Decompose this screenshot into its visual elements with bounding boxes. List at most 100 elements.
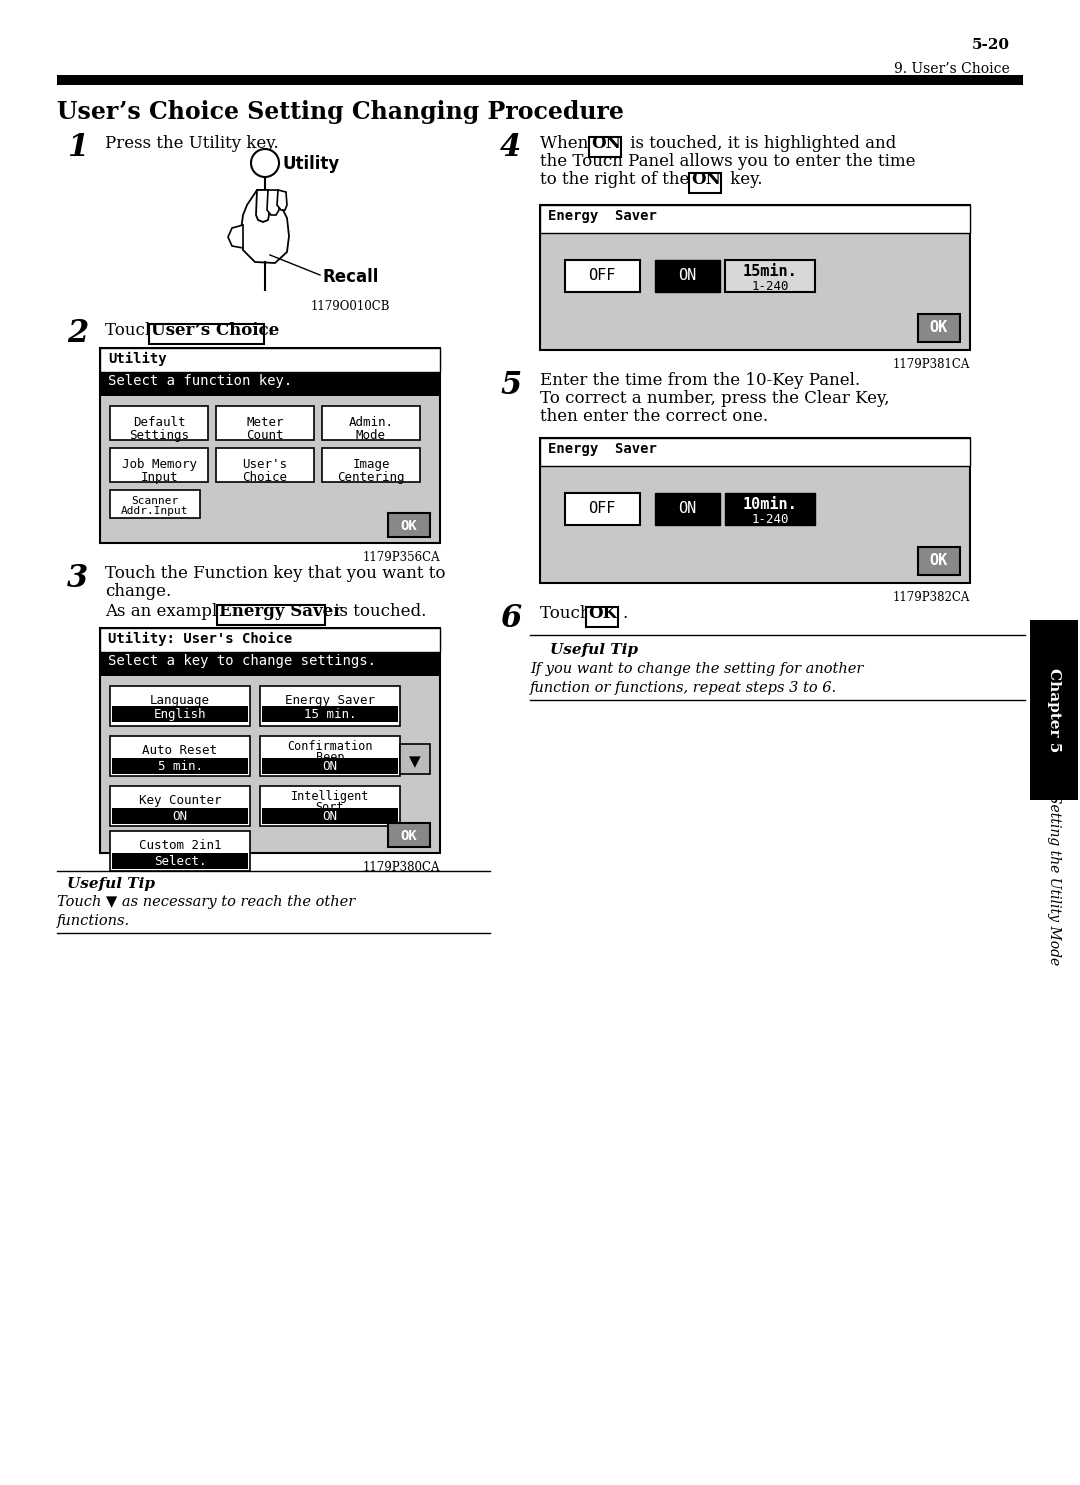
Text: User’s Choice Setting Changing Procedure: User’s Choice Setting Changing Procedure <box>57 99 624 125</box>
Text: Utility: Utility <box>283 154 340 172</box>
Circle shape <box>251 148 279 177</box>
Text: Mode: Mode <box>356 429 386 443</box>
Text: Useful Tip: Useful Tip <box>550 643 638 656</box>
Polygon shape <box>228 226 243 248</box>
Text: Confirmation: Confirmation <box>287 740 373 753</box>
Text: Setting the Utility Mode: Setting the Utility Mode <box>1047 794 1061 965</box>
Text: to the right of the: to the right of the <box>540 171 694 189</box>
Bar <box>589 137 621 157</box>
Text: then enter the correct one.: then enter the correct one. <box>540 408 768 425</box>
Bar <box>1030 621 1078 800</box>
Text: 4: 4 <box>500 132 522 163</box>
Text: Addr.Input: Addr.Input <box>121 506 189 515</box>
Bar <box>388 512 430 538</box>
Bar <box>100 628 440 852</box>
Text: ON: ON <box>591 135 621 151</box>
Text: 3: 3 <box>67 563 89 594</box>
Bar <box>110 786 249 826</box>
Polygon shape <box>241 190 289 263</box>
Bar <box>100 347 440 544</box>
Text: Touch: Touch <box>105 322 161 339</box>
Text: Input: Input <box>140 471 178 484</box>
Text: Scanner: Scanner <box>132 496 178 506</box>
Bar <box>540 205 970 350</box>
Bar <box>689 172 721 193</box>
Bar <box>918 546 960 575</box>
Bar <box>112 705 248 722</box>
Text: Press the Utility key.: Press the Utility key. <box>105 135 279 151</box>
Bar <box>260 686 400 726</box>
Text: 1-240: 1-240 <box>752 512 788 526</box>
Text: ON: ON <box>323 760 337 774</box>
Text: Beep: Beep <box>315 751 345 763</box>
Polygon shape <box>267 190 279 215</box>
Text: 1: 1 <box>67 132 89 163</box>
Text: Count: Count <box>246 429 284 443</box>
Bar <box>725 260 815 293</box>
Text: OK: OK <box>588 604 617 622</box>
Text: ON: ON <box>678 500 697 515</box>
Text: change.: change. <box>105 584 172 600</box>
Text: 1179P382CA: 1179P382CA <box>893 591 970 604</box>
Text: Admin.: Admin. <box>349 416 393 429</box>
Bar <box>540 438 970 584</box>
Text: Utility: User's Choice: Utility: User's Choice <box>108 633 293 646</box>
Text: key.: key. <box>725 171 762 189</box>
Text: 1179P356CA: 1179P356CA <box>363 551 440 564</box>
Text: Touch: Touch <box>540 604 596 622</box>
Bar <box>322 405 420 440</box>
Bar <box>918 313 960 342</box>
Text: Centering: Centering <box>337 471 405 484</box>
Text: 5: 5 <box>500 370 522 401</box>
Bar <box>262 757 399 774</box>
Text: English: English <box>153 708 206 722</box>
Text: Chapter 5: Chapter 5 <box>1047 668 1061 751</box>
Text: function or functions, repeat steps 3 to 6.: function or functions, repeat steps 3 to… <box>530 682 837 695</box>
Text: Recall: Recall <box>323 267 379 287</box>
Bar <box>260 737 400 777</box>
Text: 15min.: 15min. <box>743 264 797 279</box>
Text: Image: Image <box>352 457 390 471</box>
Text: User’s Choice: User’s Choice <box>151 322 280 339</box>
Bar <box>262 808 399 824</box>
Text: ON: ON <box>173 809 188 823</box>
Bar <box>725 493 815 526</box>
Text: Touch ▼ as necessary to reach the other: Touch ▼ as necessary to reach the other <box>57 895 355 909</box>
Text: 5-20: 5-20 <box>972 39 1010 52</box>
Text: 5 min.: 5 min. <box>158 760 203 774</box>
Text: Meter: Meter <box>246 416 284 429</box>
Text: Enter the time from the 10-Key Panel.: Enter the time from the 10-Key Panel. <box>540 373 860 389</box>
Text: Touch the Function key that you want to: Touch the Function key that you want to <box>105 564 446 582</box>
Bar <box>322 448 420 483</box>
Text: 10min.: 10min. <box>743 497 797 512</box>
Bar <box>100 652 440 676</box>
Text: the Touch Panel allows you to enter the time: the Touch Panel allows you to enter the … <box>540 153 916 169</box>
Text: is touched, it is highlighted and: is touched, it is highlighted and <box>625 135 896 151</box>
Bar <box>57 76 1023 85</box>
Bar <box>100 347 440 373</box>
Text: When: When <box>540 135 594 151</box>
Text: .: . <box>622 604 627 622</box>
Bar <box>654 260 720 293</box>
Bar <box>110 490 200 518</box>
Text: OK: OK <box>401 829 417 843</box>
Polygon shape <box>256 190 269 221</box>
Bar <box>110 405 208 440</box>
Bar <box>217 604 325 625</box>
Text: Job Memory: Job Memory <box>121 457 197 471</box>
Text: 15 min.: 15 min. <box>303 708 356 722</box>
Text: OFF: OFF <box>589 267 616 284</box>
Text: If you want to change the setting for another: If you want to change the setting for an… <box>530 662 863 676</box>
Bar <box>586 607 618 627</box>
Bar <box>540 205 970 233</box>
Polygon shape <box>276 190 287 209</box>
Text: Utility: Utility <box>108 352 166 367</box>
Bar <box>110 737 249 777</box>
Text: Select a function key.: Select a function key. <box>108 374 293 388</box>
Bar <box>216 405 314 440</box>
Text: As an example,: As an example, <box>105 603 238 621</box>
Bar <box>262 705 399 722</box>
Text: ON: ON <box>678 267 697 284</box>
Text: .: . <box>267 322 272 339</box>
Bar <box>260 786 400 826</box>
